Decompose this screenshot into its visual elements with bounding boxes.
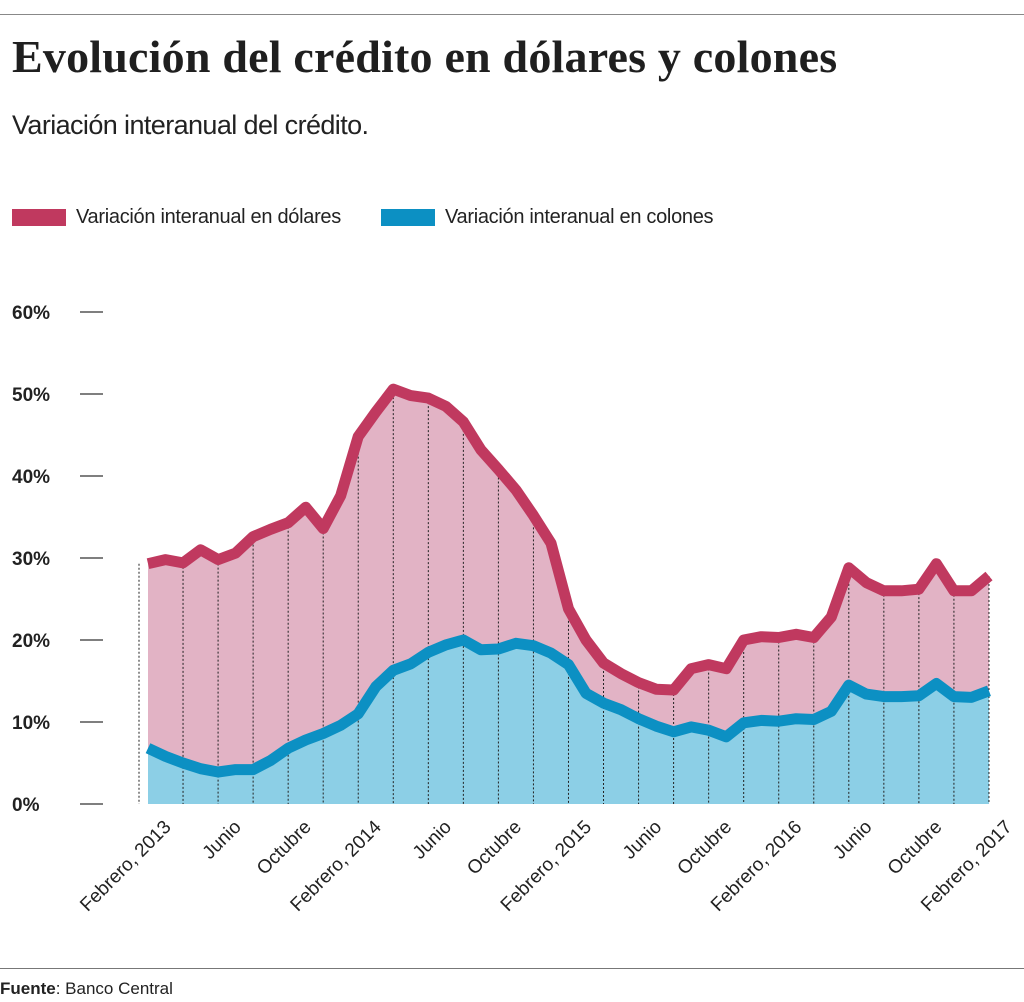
y-tick-label: 20% bbox=[12, 631, 50, 652]
y-tick-label: 0% bbox=[12, 795, 40, 816]
y-tick-label: 10% bbox=[12, 713, 50, 734]
x-tick-label: Octubre bbox=[463, 817, 526, 880]
y-tick-label: 30% bbox=[12, 549, 50, 570]
source-label: Fuente bbox=[0, 979, 56, 998]
source-note: Fuente: Banco Central bbox=[0, 979, 173, 999]
legend-item-colones: Variación interanual en colones bbox=[380, 206, 714, 229]
dollars-line bbox=[146, 383, 993, 696]
y-tick-label: 50% bbox=[12, 385, 50, 406]
y-tick-label: 60% bbox=[12, 303, 50, 324]
legend-label-dollars: Variación interanual en dólares bbox=[76, 206, 341, 228]
chart-title: Evolución del crédito en dólares y colon… bbox=[12, 31, 838, 82]
legend-swatch-colones bbox=[380, 209, 435, 226]
legend: Variación interanual en dólares Variació… bbox=[12, 206, 753, 229]
x-tick-label: Febrero, 2013 bbox=[76, 817, 175, 916]
x-tick-label: Octubre bbox=[884, 817, 947, 880]
area-chart: 0%10%20%30%40%50%60%Febrero, 2013 Junio Oc… bbox=[12, 303, 1016, 916]
legend-label-colones: Variación interanual en colones bbox=[444, 206, 714, 228]
x-tick-label: Junio bbox=[199, 817, 246, 864]
colones-line bbox=[145, 634, 991, 778]
legend-item-dollars: Variación interanual en dólares bbox=[12, 206, 341, 229]
x-tick-label: Octubre bbox=[674, 817, 737, 880]
y-tick-label: 40% bbox=[12, 467, 50, 488]
bottom-rule bbox=[0, 968, 1024, 969]
chart-subtitle: Variación interanual del crédito. bbox=[12, 110, 369, 140]
x-tick-label: Junio bbox=[829, 817, 876, 864]
x-tick-label: Junio bbox=[409, 817, 456, 864]
source-text: : Banco Central bbox=[55, 979, 173, 998]
legend-swatch-dollars bbox=[12, 209, 66, 226]
top-rule bbox=[0, 14, 1024, 15]
x-tick-label: Octubre bbox=[253, 817, 316, 880]
x-tick-label: Junio bbox=[619, 817, 666, 864]
